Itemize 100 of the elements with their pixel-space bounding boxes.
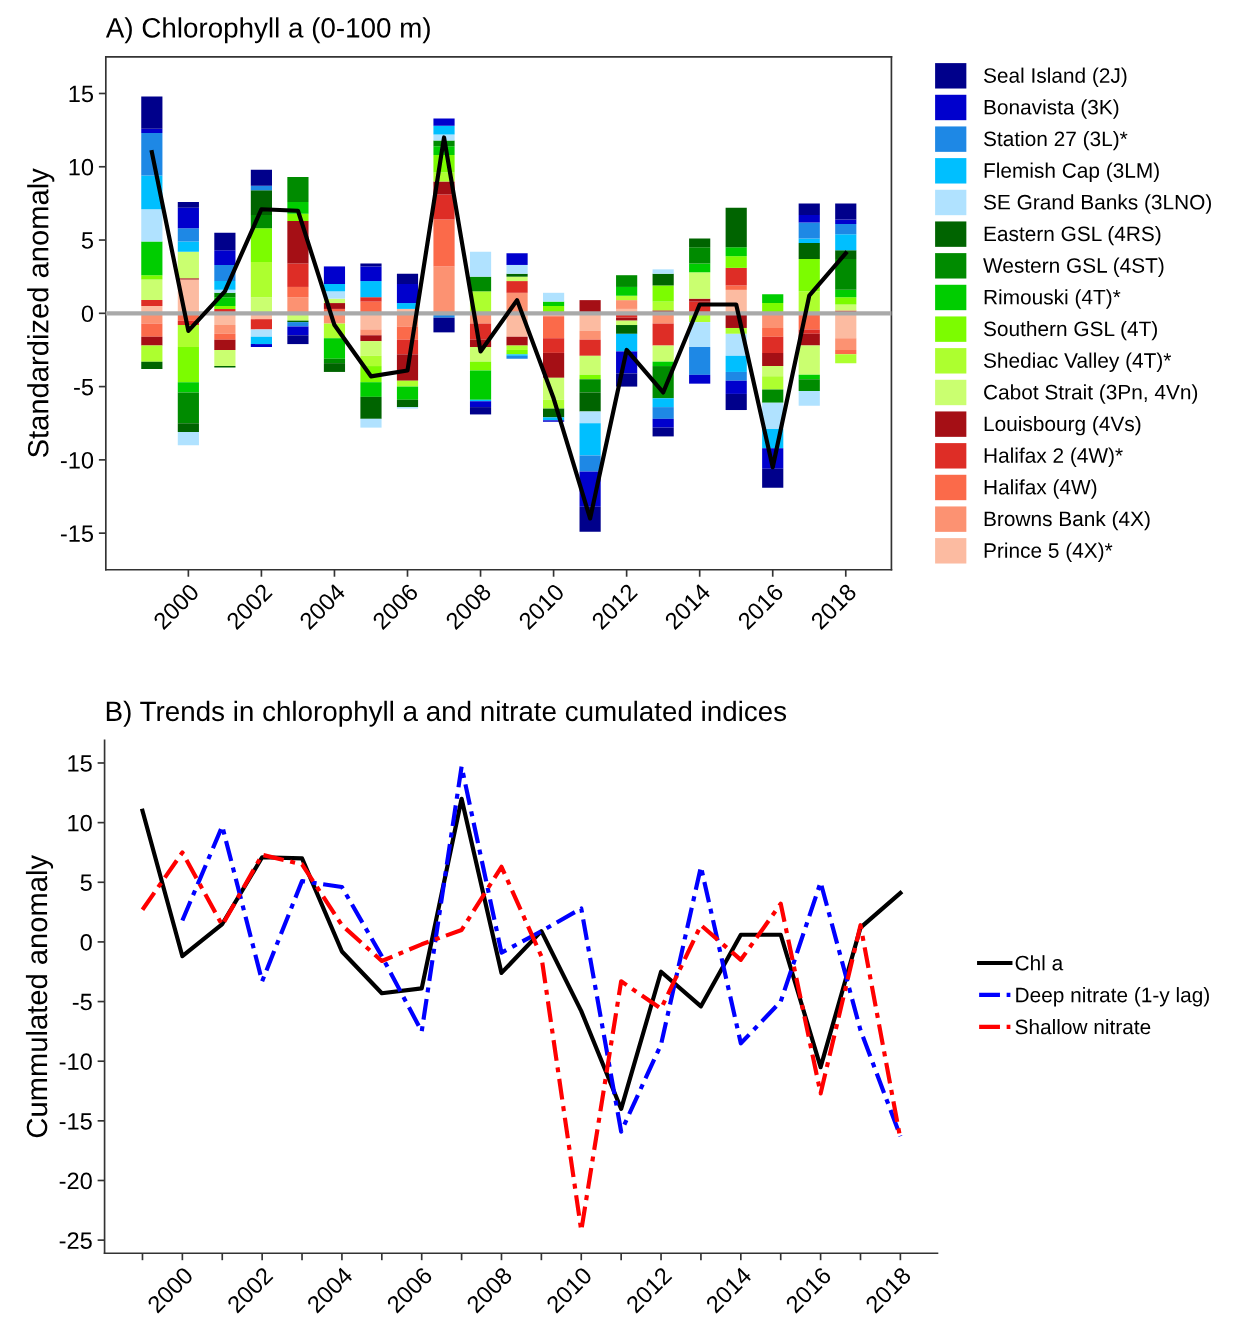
bar xyxy=(360,335,382,342)
legend-label: Western GSL (4ST) xyxy=(983,257,1164,277)
bar xyxy=(469,407,492,415)
bar xyxy=(141,323,163,337)
bar xyxy=(287,326,309,336)
bar xyxy=(141,275,163,280)
bar xyxy=(177,251,199,279)
y-tick-label: 5 xyxy=(80,874,92,892)
legend-label: Prince 5 (4X)* xyxy=(984,542,1113,562)
bar xyxy=(579,330,601,340)
bar xyxy=(323,266,346,284)
bar xyxy=(214,333,236,340)
bar xyxy=(287,322,309,327)
bar xyxy=(360,281,382,298)
bar xyxy=(798,259,820,292)
bar xyxy=(579,374,601,380)
legend-label: Halifax (4W) xyxy=(984,479,1097,499)
y-axis-title: Standardized anomaly xyxy=(27,168,55,458)
bar xyxy=(798,242,820,260)
bar xyxy=(141,300,163,306)
bar xyxy=(798,215,820,223)
bar xyxy=(433,219,455,267)
bar xyxy=(250,329,272,337)
bar xyxy=(689,374,711,384)
bar xyxy=(652,285,674,302)
bar xyxy=(396,273,419,284)
bar xyxy=(835,349,857,355)
bar xyxy=(250,185,272,191)
bar xyxy=(798,345,820,375)
bar xyxy=(762,389,784,403)
bar xyxy=(798,238,820,243)
bar xyxy=(835,234,857,251)
bar xyxy=(506,276,528,282)
bar xyxy=(835,219,857,224)
bar xyxy=(433,266,455,314)
bar xyxy=(177,432,199,446)
bar xyxy=(725,380,747,394)
y-tick-label: 10 xyxy=(68,814,92,832)
bar xyxy=(652,273,674,286)
bar xyxy=(725,285,747,290)
bar xyxy=(798,390,820,406)
bar xyxy=(689,347,711,375)
bar xyxy=(835,338,857,350)
bar xyxy=(396,399,419,408)
legend-label: Deep nitrate (1-y lag) xyxy=(1016,987,1209,1007)
bar xyxy=(762,336,784,353)
bar xyxy=(360,329,382,336)
bar xyxy=(579,355,601,375)
bar xyxy=(177,347,199,383)
legend-label: Bonavista (3K) xyxy=(984,99,1119,119)
bar xyxy=(506,264,528,274)
legend-label: Browns Bank (4X) xyxy=(984,510,1150,531)
y-tick-label: -15 xyxy=(60,525,94,542)
bar xyxy=(177,423,199,433)
bar xyxy=(360,266,382,282)
bar xyxy=(689,238,711,248)
bar xyxy=(579,455,601,472)
legend-label: Southern GSL (4T) xyxy=(983,320,1157,341)
bar xyxy=(506,345,528,350)
bar xyxy=(579,379,601,393)
bar xyxy=(433,118,455,126)
bar xyxy=(250,344,272,348)
bar xyxy=(287,177,309,202)
bar xyxy=(652,269,674,274)
bar xyxy=(725,256,747,268)
bar xyxy=(141,279,163,301)
legend-label: Cabot Strait (3Pn, 4Vn) xyxy=(984,384,1198,404)
bar xyxy=(469,401,492,408)
bar xyxy=(287,263,309,287)
bar xyxy=(689,263,711,273)
bar xyxy=(652,407,674,419)
bar xyxy=(360,297,382,302)
bar xyxy=(543,301,565,306)
bar xyxy=(762,294,784,304)
bar xyxy=(469,361,492,371)
y-tick-label: 15 xyxy=(69,85,94,103)
bar xyxy=(762,376,784,390)
bar xyxy=(177,392,199,424)
y-axis-title: Cummulated anomaly xyxy=(25,854,54,1138)
bar xyxy=(433,125,455,135)
bar xyxy=(250,228,272,263)
bar xyxy=(177,201,199,208)
legend-label: Flemish Cap (3LM) xyxy=(984,162,1159,183)
bar xyxy=(689,322,711,348)
chart-title: B) Trends in chlorophyll a and nitrate cumulated indices xyxy=(106,700,787,727)
bar xyxy=(689,247,711,264)
bar xyxy=(652,418,674,428)
bar xyxy=(835,223,857,235)
bar xyxy=(616,300,638,309)
bar xyxy=(725,267,747,286)
bar xyxy=(469,370,492,400)
y-tick-label: -10 xyxy=(59,1053,92,1070)
bar xyxy=(543,352,565,378)
bar xyxy=(725,247,747,257)
bar xyxy=(579,392,601,412)
bar xyxy=(835,297,857,305)
bar xyxy=(579,339,601,356)
bar xyxy=(214,250,236,265)
bar xyxy=(835,354,857,364)
bar xyxy=(579,423,601,456)
